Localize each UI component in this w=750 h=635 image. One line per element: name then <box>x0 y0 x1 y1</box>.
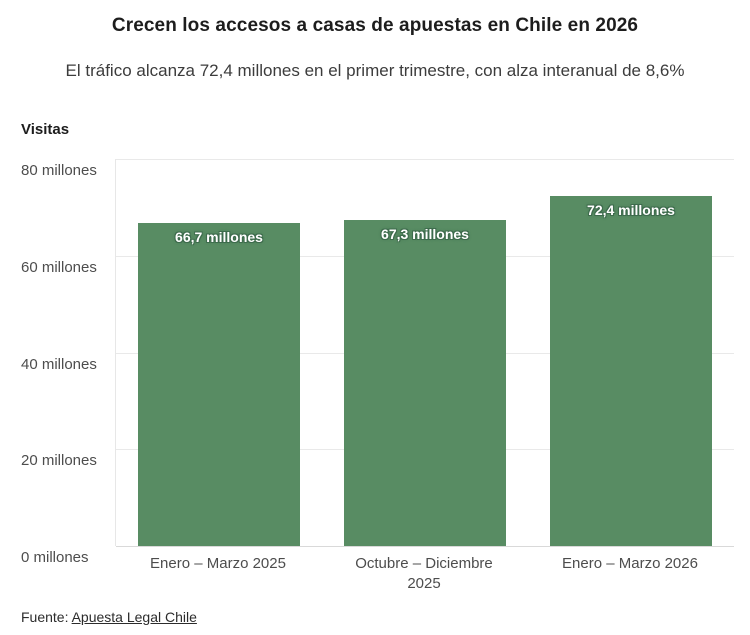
plot-area: 66,7 millones 67,3 millones 72,4 millones <box>115 159 734 547</box>
y-tick-label: 60 millones <box>21 258 97 276</box>
y-tick-label: 0 millones <box>21 549 89 566</box>
bar-value-label: 67,3 millones <box>381 226 469 243</box>
chart-title: Crecen los accesos a casas de apuestas e… <box>111 15 639 36</box>
bar: 72,4 millones <box>550 195 712 546</box>
x-tick-label: Enero – Marzo 2026 <box>562 555 698 572</box>
source-link[interactable]: Apuesta Legal Chile <box>71 609 197 625</box>
y-axis-title: Visitas <box>21 121 70 138</box>
chart-subtitle: El tráfico alcanza 72,4 millones en el p… <box>65 61 685 80</box>
gridline-80 <box>116 159 734 160</box>
source-prefix: Fuente: <box>21 609 72 625</box>
bar: 66,7 millones <box>138 223 300 546</box>
x-tick-label: Enero – Marzo 2025 <box>150 555 286 572</box>
bar-value-label: 72,4 millones <box>587 201 675 218</box>
source-line: Fuente: Apuesta Legal Chile <box>21 609 197 625</box>
y-tick-label: 40 millones <box>21 355 97 373</box>
bar-value-label: 66,7 millones <box>175 229 263 246</box>
gridline-0 <box>116 546 734 547</box>
bar: 67,3 millones <box>344 220 506 546</box>
y-tick-label: 80 millones <box>21 162 97 179</box>
x-tick-label: Octubre – Diciembre 2025 <box>355 555 493 592</box>
y-tick-label: 20 millones <box>21 452 97 470</box>
